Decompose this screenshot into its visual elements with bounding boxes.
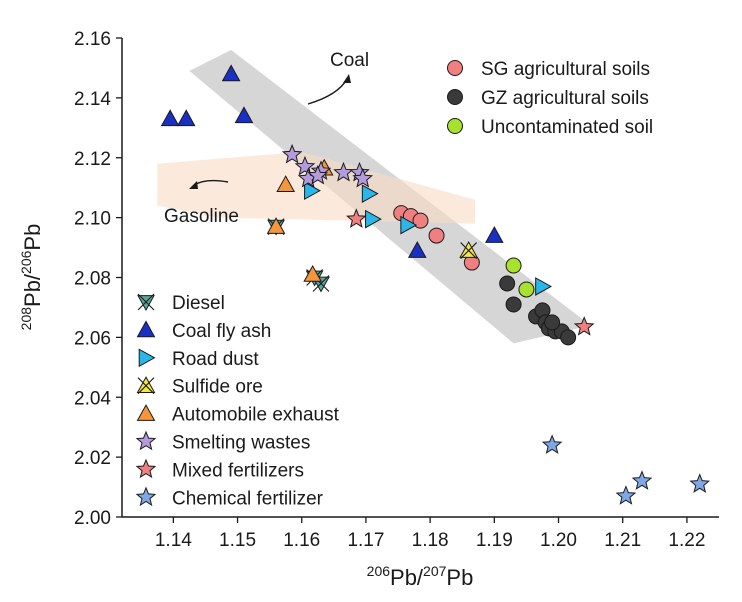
coal-field-label: Coal [330, 50, 369, 71]
gz-agricultural-soils-point-9 [544, 314, 561, 331]
legend-marker-uncontaminated-soil [447, 118, 463, 134]
gz-agricultural-soils-point-0 [499, 275, 516, 292]
uncontaminated-soil-point-0 [505, 257, 522, 274]
coal-fly-ash-point-4 [407, 241, 427, 258]
automobile-exhaust-point-3 [303, 264, 323, 282]
y-tick-label-6: 2.12 [74, 149, 111, 170]
chemical-fertilizer-point-0 [541, 434, 563, 454]
legend-label-mixed-fertilizers: Mixed fertilizers [172, 460, 304, 481]
x-tick-label-7: 1.21 [604, 530, 641, 551]
smelting-wastes-point-7 [307, 164, 329, 185]
legend-label-coal-fly-ash: Coal fly ash [172, 321, 271, 342]
legend-soils: SG agricultural soils GZ agricultural soi… [447, 59, 653, 138]
x-axis-title: 206Pb/207Pb [367, 563, 474, 590]
coal-arrow-head [343, 74, 351, 83]
y-tick-label-5: 2.10 [74, 209, 111, 230]
legend-marker-smelting-wastes [135, 430, 157, 451]
x-axis-title-main: Pb/ [390, 565, 424, 590]
legend-label-sg-agricultural-soils: SG agricultural soils [481, 59, 650, 80]
y-axis-title: 208Pb/206Pb [18, 224, 45, 331]
legend-sources: Diesel Coal fly ash Road dust Sulfide ore Au… [135, 293, 340, 509]
y-tick-label-4: 2.08 [74, 269, 111, 290]
smelting-wastes-point-1 [294, 155, 316, 176]
y-tick-label-0: 2.00 [74, 508, 111, 529]
smelting-wastes-point-6 [352, 167, 374, 188]
automobile-exhaust-point-0 [276, 175, 296, 192]
legend-marker-coal-fly-ash [136, 320, 156, 338]
coal-fly-ash-point-1 [176, 109, 196, 127]
legend-label-diesel: Diesel [172, 293, 225, 314]
legend-label-sulfide-ore: Sulfide ore [172, 377, 263, 398]
road-dust-point-2 [365, 209, 382, 229]
legend-label-automobile-exhaust: Automobile exhaust [172, 405, 340, 426]
coal-arrow [307, 78, 348, 105]
gasoline-field-label: Gasoline [164, 206, 239, 227]
y-axis-title-sup: 208 [18, 307, 34, 331]
x-axis-title-sup2: 207 [423, 563, 447, 579]
legend-marker-gz-agricultural-soils [447, 89, 463, 105]
x-tick-label-8: 1.22 [668, 530, 705, 551]
x-tick-label-6: 1.20 [540, 530, 577, 551]
x-tick-label-2: 1.16 [283, 530, 320, 551]
y-tick-label-7: 2.14 [74, 89, 111, 110]
y-tick-label-8: 2.16 [74, 29, 111, 50]
coal-fly-ash-point-3 [234, 106, 254, 124]
legend-marker-road-dust [138, 348, 156, 368]
legend-marker-sg-agricultural-soils [447, 60, 463, 76]
gz-agricultural-soils-point-8 [560, 329, 577, 346]
y-axis-title-main2: Pb [20, 224, 45, 251]
chemical-fertilizer-point-1 [615, 485, 637, 505]
legend-marker-automobile-exhaust [136, 404, 156, 421]
legend-marker-mixed-fertilizers [135, 458, 157, 479]
legend-label-road-dust: Road dust [172, 349, 259, 370]
sg-agricultural-soils-point-2 [412, 212, 429, 229]
x-tick-label-4: 1.18 [412, 530, 449, 551]
mixed-fertilizers-point-1 [573, 316, 595, 336]
gz-agricultural-soils-point-1 [505, 296, 522, 313]
coal-fly-ash-point-2 [221, 64, 241, 82]
smelting-wastes-point-0 [281, 143, 303, 164]
data-points [160, 64, 711, 505]
automobile-exhaust-point-2 [266, 217, 286, 234]
uncontaminated-soil-point-1 [518, 281, 535, 298]
road-dust-point-3 [400, 215, 418, 235]
axis-ticks: 1.14 1.15 1.16 1.17 1.18 1.19 1.20 1.21 1.22 2.00… [74, 29, 705, 551]
gasoline-field [157, 151, 476, 224]
road-dust-point-0 [304, 181, 321, 201]
sg-agricultural-soils-point-3 [428, 227, 445, 244]
y-tick-label-3: 2.06 [74, 328, 111, 349]
y-tick-label-2: 2.04 [74, 388, 111, 409]
x-axis-title-main2: Pb [446, 565, 473, 590]
legend-label-smelting-wastes: Smelting wastes [172, 433, 310, 454]
coal-fly-ash-point-5 [484, 226, 504, 243]
mixed-fertilizers-point-0 [346, 208, 367, 228]
y-tick-label-1: 2.02 [74, 448, 111, 469]
road-dust-point-1 [361, 184, 379, 204]
x-tick-label-0: 1.14 [155, 530, 192, 551]
x-tick-label-1: 1.15 [219, 530, 256, 551]
x-tick-label-5: 1.19 [476, 530, 513, 551]
y-axis-title-main: Pb/ [20, 273, 45, 307]
legend-label-uncontaminated-soil: Uncontaminated soil [481, 117, 653, 138]
legend-marker-chemical-fertilizer [135, 486, 157, 507]
road-dust-point-4 [535, 277, 552, 296]
gasoline-arrow-head [189, 181, 198, 189]
x-axis-title-sup: 206 [367, 563, 391, 579]
coal-fly-ash-point-0 [160, 109, 180, 127]
source-fields [157, 50, 591, 344]
legend-marker-sulfide-ore [136, 376, 156, 395]
chemical-fertilizer-point-3 [689, 473, 711, 493]
legend-label-gz-agricultural-soils: GZ agricultural soils [481, 88, 649, 109]
legend-marker-diesel [137, 293, 155, 312]
y-axis-title-sup2: 206 [18, 250, 34, 274]
legend-label-chemical-fertilizer: Chemical fertilizer [172, 488, 324, 509]
chemical-fertilizer-point-2 [631, 470, 653, 490]
sulfide-ore-point-0 [459, 241, 478, 259]
x-tick-label-3: 1.17 [347, 530, 384, 551]
